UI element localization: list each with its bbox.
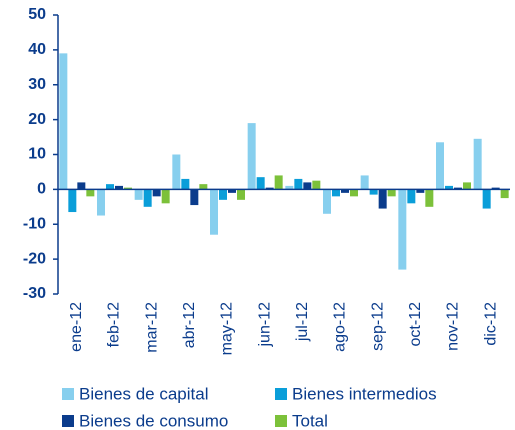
bar [323, 189, 331, 214]
bar [106, 184, 114, 190]
bar [77, 182, 86, 190]
bar [115, 185, 123, 190]
y-tick-label: 50 [28, 6, 46, 23]
y-tick-label: -30 [23, 285, 46, 302]
bar [294, 178, 303, 190]
bar [256, 177, 265, 190]
legend-swatch [62, 388, 74, 400]
y-tick-label: 40 [28, 41, 46, 58]
bar [86, 189, 95, 197]
y-tick-label: 10 [28, 146, 46, 163]
bar [454, 187, 462, 190]
bar [247, 123, 256, 190]
bar [274, 175, 283, 190]
x-tick-label: mar-12 [143, 302, 160, 353]
bar [199, 184, 208, 190]
bar [190, 189, 199, 206]
bar [181, 178, 190, 190]
x-tick-label: nov-12 [445, 302, 462, 351]
bar [369, 189, 378, 195]
bar [387, 189, 396, 197]
bar [312, 180, 321, 190]
legend-label: Total [292, 411, 328, 430]
bar [473, 138, 482, 190]
bar [491, 187, 500, 190]
bar [228, 189, 236, 193]
bar [143, 189, 152, 207]
bar [378, 189, 387, 209]
bar [124, 187, 132, 190]
x-tick-label: dic-12 [482, 302, 499, 346]
bar [285, 185, 294, 190]
legend-swatch [62, 415, 74, 427]
x-tick-label: may-12 [219, 302, 236, 355]
bar [59, 53, 68, 190]
bar [97, 189, 105, 216]
x-tick-label: abr-12 [181, 302, 198, 348]
bar [134, 189, 143, 200]
legend-label: Bienes intermedios [292, 384, 437, 403]
x-tick-label: feb-12 [106, 302, 123, 347]
bar [350, 189, 358, 197]
bar [237, 189, 245, 200]
bar [210, 189, 218, 235]
bar [161, 189, 170, 204]
y-tick-label: 30 [28, 76, 46, 93]
bar [152, 189, 161, 197]
bar [407, 189, 416, 204]
x-tick-label: sep-12 [369, 302, 386, 351]
y-tick-label: -20 [23, 250, 46, 267]
x-tick-label: ene-12 [68, 302, 85, 352]
legend-swatch [275, 388, 287, 400]
x-tick-label: jul-12 [294, 302, 311, 342]
bar [332, 189, 340, 197]
bar [416, 189, 425, 193]
bar [445, 185, 453, 190]
bar [425, 189, 434, 207]
bar [463, 182, 471, 190]
bar [172, 154, 181, 190]
y-tick-label: 0 [37, 181, 46, 198]
x-tick-label: jun-12 [256, 302, 273, 348]
bar [482, 189, 491, 209]
bar [341, 189, 349, 193]
bar [436, 142, 444, 190]
bar [68, 189, 77, 213]
x-tick-label: ago-12 [332, 302, 349, 352]
legend-label: Bienes de capital [79, 384, 208, 403]
bar [219, 189, 227, 200]
bar [398, 189, 407, 270]
bar [265, 187, 274, 190]
bar [360, 175, 369, 190]
bar [303, 182, 312, 190]
bar [500, 189, 509, 199]
x-tick-label: oct-12 [407, 302, 424, 347]
legend-swatch [275, 415, 287, 427]
y-tick-label: 20 [28, 111, 46, 128]
legend-label: Bienes de consumo [79, 411, 228, 430]
y-tick-label: -10 [23, 215, 46, 232]
